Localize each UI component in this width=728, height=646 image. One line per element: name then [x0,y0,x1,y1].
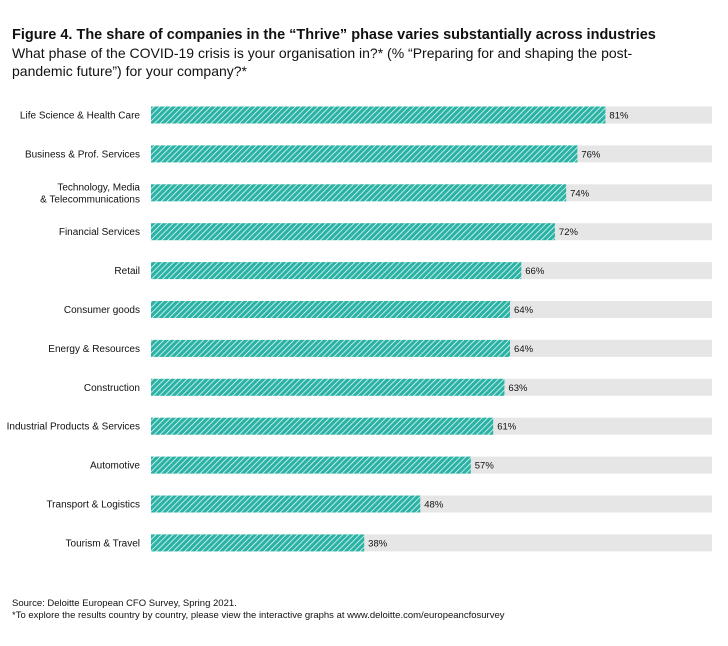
bar-value-label: 66% [525,266,545,277]
bar-value-label: 76% [581,149,601,160]
bar-value-label: 61% [497,422,517,433]
category-label: Transport & Logistics [46,500,140,511]
footer: Source: Deloitte European CFO Survey, Sp… [12,598,717,622]
category-label: Financial Services [59,227,140,238]
category-label: Construction [84,383,140,394]
bar-value-label: 72% [559,227,579,238]
bar [151,456,471,474]
bar-value-label: 48% [424,500,444,511]
source-note: Source: Deloitte European CFO Survey, Sp… [12,598,237,609]
bar [151,262,522,280]
category-label: Life Science & Health Care [20,111,141,122]
bar [151,106,606,124]
bar-value-label: 57% [475,461,495,472]
bar [151,417,494,435]
bar [151,378,505,396]
bar [151,495,421,513]
category-label: Automotive [90,461,140,472]
bar-rows: 81% Life Science & Health Care 76% Business… [7,106,712,552]
bar [151,534,365,552]
bar-value-label: 63% [508,383,528,394]
chart-subtitle: What phase of the COVID-19 crisis is you… [12,45,633,79]
chart-title: Figure 4. The share of companies in the … [12,27,656,43]
category-label: Energy & Resources [48,344,140,355]
bar [151,184,567,202]
bar [151,223,555,241]
bar-value-label: 38% [368,538,388,549]
bar [151,145,578,163]
bar-value-label: 64% [514,305,534,316]
footnote: *To explore the results country by count… [12,610,505,621]
bar-value-label: 81% [609,111,629,122]
bar-value-label: 64% [514,344,534,355]
category-label: Retail [114,266,140,277]
bar [151,339,511,357]
category-label: Industrial Products & Services [7,422,140,433]
category-label: Business & Prof. Services [25,149,140,160]
category-label: Tourism & Travel [66,538,140,549]
bar-value-label: 74% [570,188,590,199]
category-label: Consumer goods [64,305,140,316]
bar [151,301,511,318]
category-label: Technology, Media & Telecommunications [40,182,140,205]
bar-chart: 81% Life Science & Health Care 76% Business… [7,106,712,552]
